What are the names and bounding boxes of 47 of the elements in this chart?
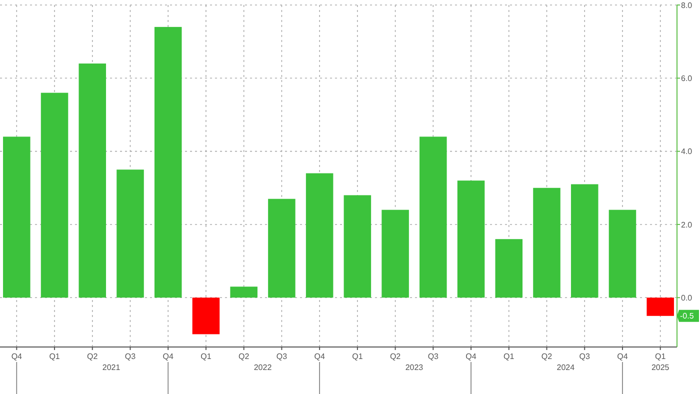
y-tick-label: 8.0 (681, 0, 693, 10)
bar (268, 198, 296, 298)
y-tick-label: 4.0 (681, 147, 693, 156)
text: 2022 (254, 363, 272, 372)
bar (116, 170, 144, 298)
x-tick-label: Q3 (579, 352, 590, 361)
y-tick-label: 0.0 (681, 293, 693, 302)
x-tick-label: Q1 (352, 352, 364, 361)
x-tick-label: Q4 (466, 352, 477, 361)
text: 2025 (651, 363, 670, 372)
x-tick-label: Q4 (617, 352, 628, 361)
bar (570, 184, 598, 298)
annotation: -0.5 (680, 312, 694, 321)
x-tick-label: Q1 (200, 352, 212, 361)
bar (457, 180, 485, 298)
bar (306, 173, 334, 298)
text: 2023 (405, 363, 424, 372)
x-tick-label: Q3 (428, 352, 440, 361)
x-tick-label: Q3 (124, 352, 136, 361)
bar (495, 239, 523, 298)
x-tick-label: Q1 (655, 352, 666, 361)
y-tick-label: 6.0 (681, 74, 693, 83)
x-tick-label: Q4 (162, 352, 174, 361)
x-tick-label: Q2 (238, 352, 250, 361)
x-tick-label: Q1 (49, 352, 60, 361)
y-tick-label: 2.0 (681, 220, 693, 230)
x-tick-label: Q2 (390, 352, 402, 361)
bar (78, 64, 106, 298)
x-tick-label: Q4 (11, 352, 23, 361)
bar (608, 210, 636, 298)
bar (154, 26, 182, 298)
bar (646, 298, 674, 316)
x-tick-label: Q2 (541, 352, 553, 361)
bar (344, 195, 372, 298)
x-tick-label: Q3 (276, 352, 288, 361)
bar (382, 210, 409, 298)
bar (533, 188, 560, 298)
x-tick-label: Q2 (87, 352, 98, 361)
x-tick-label: Q1 (504, 352, 515, 361)
x-tick-label: Q4 (314, 352, 326, 361)
text: 2024 (556, 363, 576, 372)
bar (3, 136, 30, 298)
text: 2021 (102, 363, 121, 372)
bar (420, 136, 447, 298)
bar (40, 92, 68, 298)
bar (192, 298, 220, 334)
bar (230, 286, 258, 298)
